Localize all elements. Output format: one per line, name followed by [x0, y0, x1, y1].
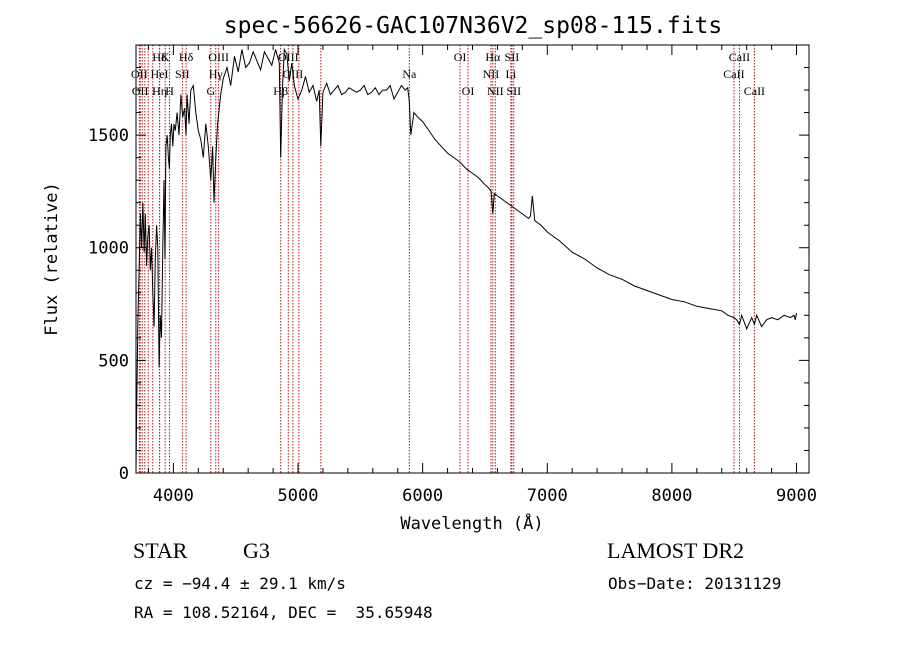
x-tick-label: 5000 [278, 486, 319, 506]
line-marker-label: SII [505, 50, 520, 64]
line-marker-label: CaII [744, 84, 765, 98]
line-marker-label: SII [175, 67, 190, 81]
x-tick-label: 8000 [651, 486, 692, 506]
x-tick-label: 9000 [776, 486, 817, 506]
line-marker-label: Li [506, 67, 517, 81]
line-marker-label: OII [131, 67, 148, 81]
y-tick-label: 1500 [88, 126, 129, 146]
x-tick-label: 4000 [153, 486, 194, 506]
object-class: STAR [133, 538, 188, 563]
line-marker-label: Hδ [152, 50, 167, 64]
y-tick-label: 0 [119, 464, 129, 484]
line-marker-label: G [206, 84, 215, 98]
y-tick-label: 1000 [88, 239, 129, 259]
line-marker-label: OIII [278, 50, 299, 64]
y-axis-label: Flux (relative) [42, 182, 62, 336]
y-axis-ticks: 0 500 1000 1500 [88, 67, 809, 484]
line-marker-label: Hη [152, 84, 167, 98]
line-marker-label: NII [487, 84, 504, 98]
line-markers [138, 45, 755, 473]
line-marker-label: OII [132, 84, 149, 98]
line-marker-label: OIII [208, 50, 229, 64]
chart-title: spec-56626-GAC107N36V2_sp08-115.fits [224, 13, 723, 39]
redshift-velocity: cz = −94.4 ± 29.1 km/s [134, 574, 346, 593]
line-marker-label: OI [454, 50, 467, 64]
plot-frame [135, 44, 810, 474]
spectrum-line [135, 47, 797, 474]
line-marker-label: NII [483, 67, 500, 81]
line-marker-label: OI [462, 84, 475, 98]
y-tick-label: 500 [98, 351, 129, 371]
line-marker-label: Hα [485, 50, 501, 64]
line-marker-label: CaII [729, 50, 750, 64]
line-marker-label: K [161, 50, 170, 64]
line-marker-label: Hβ [273, 84, 288, 98]
line-marker-label: Hγ [209, 67, 224, 81]
line-marker-label: Na [402, 67, 417, 81]
line-marker-label: Hδ [179, 50, 194, 64]
line-marker-label: SII [506, 84, 521, 98]
x-axis-label: Wavelength (Å) [400, 512, 543, 534]
x-tick-label: 6000 [402, 486, 443, 506]
line-marker-label: CaII [723, 67, 744, 81]
line-marker-label: H [165, 84, 174, 98]
line-marker-label: HeI [151, 67, 169, 81]
coordinates: RA = 108.52164, DEC = 35.65948 [134, 603, 433, 622]
object-subclass: G3 [243, 538, 270, 563]
survey-name: LAMOST DR2 [607, 538, 745, 563]
x-axis-ticks: 4000 5000 6000 7000 8000 9000 [147, 45, 817, 506]
x-tick-label: 7000 [527, 486, 568, 506]
observation-date: Obs−Date: 20131129 [608, 574, 782, 593]
